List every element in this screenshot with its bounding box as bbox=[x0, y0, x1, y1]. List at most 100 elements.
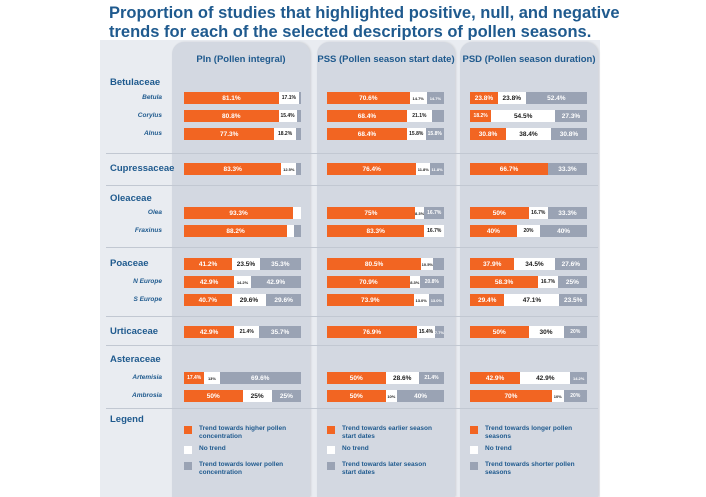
bar-segment-positive: 50% bbox=[470, 207, 529, 219]
bar-segment-negative: 29.6% bbox=[266, 294, 301, 306]
family-label-poaceae: Poaceae bbox=[110, 258, 149, 269]
bar-segment-null: 21.1% bbox=[407, 110, 432, 122]
legend-title: Legend bbox=[110, 414, 144, 425]
bar-segment-null: 13.0% bbox=[413, 294, 429, 306]
bar-segment-null: 38.4% bbox=[506, 128, 551, 140]
stacked-bar-psd: 58.3% 16.7% 25% bbox=[470, 276, 587, 288]
bar-segment-null: 23.8% bbox=[497, 92, 526, 104]
family-label-urticaceae: Urticaceae bbox=[110, 326, 159, 337]
stacked-bar-psd: 50% 30% 20% bbox=[470, 326, 587, 338]
bar-segment-negative: 33.3% bbox=[548, 163, 587, 175]
bar-segment-null: 15.4% bbox=[278, 110, 297, 122]
stacked-bar-psd: 66.7% 33.3% bbox=[470, 163, 587, 175]
stacked-bar-pss: 76.9% 15.4% 7.7% bbox=[327, 326, 444, 338]
bar-segment-negative: 25% bbox=[557, 276, 587, 288]
bar-segment-positive: 77.3% bbox=[184, 128, 275, 140]
stacked-bar-pin: 40.7% 29.6% 29.6% bbox=[184, 294, 301, 306]
bar-segment-positive: 68.4% bbox=[327, 110, 408, 122]
legend-swatch-grey bbox=[184, 462, 192, 470]
bar-segment-null bbox=[293, 207, 301, 219]
bar-segment-null: 15.4% bbox=[416, 326, 435, 338]
bar-segment-positive: 83.3% bbox=[184, 163, 282, 175]
stacked-bar-psd: 37.9% 34.5% 27.6% bbox=[470, 258, 587, 270]
bar-segment-negative: 25% bbox=[271, 390, 301, 402]
bar-segment-null: 16.7% bbox=[424, 225, 444, 237]
bar-segment-positive: 88.2% bbox=[184, 225, 288, 237]
group-divider bbox=[106, 316, 598, 317]
bar-segment-negative: 11.8% bbox=[430, 163, 444, 175]
bar-segment-positive: 80.5% bbox=[327, 258, 422, 270]
group-divider bbox=[106, 408, 598, 409]
bar-segment-positive: 76.9% bbox=[327, 326, 417, 338]
legend-item-psd-null: No trend bbox=[470, 445, 585, 454]
bar-segment-negative: 27.6% bbox=[554, 258, 587, 270]
stacked-bar-pin: 41.2% 23.5% 35.3% bbox=[184, 258, 301, 270]
bar-segment-negative: 21.4% bbox=[418, 372, 444, 384]
bar-segment-negative: 20% bbox=[563, 326, 587, 338]
stacked-bar-pss: 76.4% 11.8% 11.8% bbox=[327, 163, 444, 175]
legend-swatch-orange bbox=[184, 426, 192, 434]
legend-label: Trend towards longer pollen seasons bbox=[485, 425, 573, 440]
bar-segment-negative bbox=[296, 163, 301, 175]
bar-segment-negative: 27.3% bbox=[555, 110, 587, 122]
legend-swatch-white bbox=[470, 446, 478, 454]
stacked-bar-pss: 50% 28.6% 21.4% bbox=[327, 372, 444, 384]
legend-label: Trend towards lower pollen concentration bbox=[199, 461, 284, 476]
bar-segment-positive: 81.1% bbox=[184, 92, 279, 104]
bar-segment-negative bbox=[431, 110, 444, 122]
bar-segment-null: 34.5% bbox=[514, 258, 555, 270]
column-header-psd: PSD (Pollen season duration) bbox=[462, 54, 596, 65]
stacked-bar-pin: 17.4% 13% 69.6% bbox=[184, 372, 301, 384]
legend-item-pin-null: No trend bbox=[184, 445, 299, 454]
bar-segment-null: 42.9% bbox=[520, 372, 571, 384]
bar-segment-null: 16.7% bbox=[528, 207, 549, 219]
bar-segment-negative: 20% bbox=[563, 390, 587, 402]
stacked-bar-pss: 50% 10% 40% bbox=[327, 390, 444, 402]
bar-segment-negative: 35.3% bbox=[259, 258, 301, 270]
family-label-cupressaceae: Cupressaceae bbox=[110, 163, 175, 174]
bar-segment-positive: 42.9% bbox=[470, 372, 521, 384]
bar-segment-positive: 17.4% bbox=[184, 372, 205, 384]
stacked-bar-psd: 18.2% 54.5% 27.3% bbox=[470, 110, 587, 122]
row-label-betula: Betula bbox=[142, 94, 162, 101]
bar-segment-null: 21.4% bbox=[234, 326, 260, 338]
bar-segment-negative bbox=[294, 225, 301, 237]
bar-segment-null: 28.6% bbox=[385, 372, 419, 384]
bar-segment-null: 10% bbox=[551, 390, 564, 402]
stacked-bar-pin: 42.9% 21.4% 35.7% bbox=[184, 326, 301, 338]
column-header-pss: PSS (Pollen season start date) bbox=[317, 54, 455, 65]
stacked-bar-pin: 93.3% bbox=[184, 207, 301, 219]
bar-segment-positive: 68.4% bbox=[327, 128, 408, 140]
bar-segment-null: 15.8% bbox=[407, 128, 426, 140]
family-label-betulaceae: Betulaceae bbox=[110, 77, 161, 88]
group-divider bbox=[106, 247, 598, 248]
bar-segment-null: 20% bbox=[516, 225, 541, 237]
bar-segment-positive: 30.8% bbox=[470, 128, 507, 140]
stacked-bar-pss: 68.4% 21.1% bbox=[327, 110, 444, 122]
bar-segment-positive: 23.8% bbox=[470, 92, 498, 104]
bar-segment-positive: 70.6% bbox=[327, 92, 410, 104]
bar-segment-negative: 52.4% bbox=[525, 92, 587, 104]
bar-segment-negative: 15.8% bbox=[425, 128, 444, 140]
row-label-ambrosia: Ambrosia bbox=[132, 392, 162, 399]
legend-item-pss-negative: Trend towards later season start dates bbox=[327, 461, 442, 476]
stacked-bar-psd: 42.9% 42.9% 14.2% bbox=[470, 372, 587, 384]
stacked-bar-pin: 42.9% 14.2% 42.9% bbox=[184, 276, 301, 288]
bar-segment-null bbox=[287, 225, 295, 237]
bar-segment-null: 23.5% bbox=[232, 258, 260, 270]
legend-label: No trend bbox=[199, 445, 226, 452]
chart-title: Proportion of studies that highlighted p… bbox=[109, 4, 620, 41]
bar-segment-positive: 66.7% bbox=[470, 163, 549, 175]
stacked-bar-psd: 40% 20% 40% bbox=[470, 225, 587, 237]
bar-segment-negative: 42.9% bbox=[250, 276, 301, 288]
bar-segment-positive: 76.4% bbox=[327, 163, 417, 175]
bar-segment-negative: 14.7% bbox=[426, 92, 444, 104]
bar-segment-negative bbox=[296, 110, 301, 122]
bar-segment-positive: 70% bbox=[470, 390, 552, 402]
bar-segment-negative: 40% bbox=[397, 390, 444, 402]
legend-swatch-grey bbox=[327, 462, 335, 470]
row-label-olea: Olea bbox=[147, 209, 162, 216]
group-divider bbox=[106, 153, 598, 154]
stacked-bar-pss: 83.3% 16.7% bbox=[327, 225, 444, 237]
bar-segment-negative bbox=[433, 258, 444, 270]
